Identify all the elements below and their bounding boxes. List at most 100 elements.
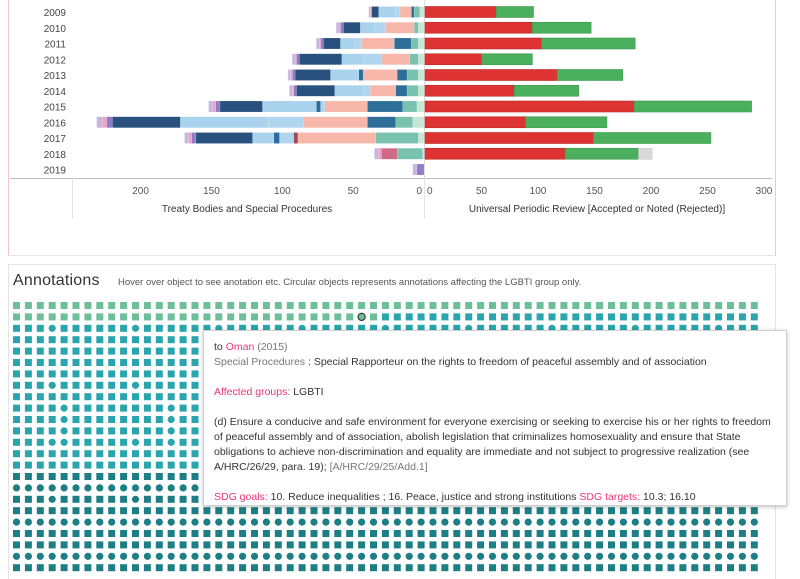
bar-segment-left[interactable] [358,69,364,81]
bar-segment-right[interactable] [424,100,635,113]
bar-segment-left[interactable] [208,100,214,113]
annotation-dot-square[interactable] [679,541,687,549]
annotation-dot-circle[interactable] [453,552,461,560]
annotation-dot-square[interactable] [489,302,496,309]
annotation-dot-square[interactable] [738,313,746,321]
annotation-dot-square[interactable] [179,427,187,435]
annotation-dot-square[interactable] [36,438,44,446]
annotation-dot-square[interactable] [251,564,258,572]
annotation-dot-square[interactable] [572,313,580,321]
annotation-dot-square[interactable] [239,313,247,321]
annotation-dot-square[interactable] [72,302,80,309]
annotation-dot-square[interactable] [227,541,235,549]
annotation-dot-circle[interactable] [108,484,116,492]
annotation-dot-square[interactable] [584,507,592,515]
annotation-dot-square[interactable] [155,359,163,366]
annotation-dot-square[interactable] [524,302,532,309]
annotation-dot-square[interactable] [346,507,354,515]
annotation-dot-square[interactable] [48,359,56,366]
annotation-dot-square[interactable] [120,313,128,321]
annotation-dot-square[interactable] [108,313,116,321]
bar-segment-left[interactable] [318,37,321,50]
bar-segment-left[interactable] [289,85,293,97]
annotation-dot-square[interactable] [60,302,68,309]
annotation-dot-square[interactable] [155,302,163,309]
annotation-dot-square[interactable] [191,564,199,572]
annotation-dot-circle[interactable] [286,518,294,526]
annotation-dot-square[interactable] [679,324,687,332]
bar-segment-left[interactable] [375,132,419,144]
bar-segment-left[interactable] [292,85,294,97]
annotation-dot-square[interactable] [417,507,425,515]
bar-segment-left[interactable] [381,148,398,160]
annotation-dot-circle[interactable] [358,518,366,526]
annotation-dot-square[interactable] [512,324,520,332]
annotation-dot-circle[interactable] [607,552,616,560]
annotation-dot-square[interactable] [750,324,758,332]
annotation-dot-square[interactable] [13,461,20,469]
annotation-dot-square[interactable] [155,461,163,469]
bar-segment-left[interactable] [362,53,382,65]
annotation-dot-circle[interactable] [667,518,675,526]
annotation-dot-circle[interactable] [560,552,568,560]
annotation-dot-square[interactable] [108,438,116,446]
bar-segment-right[interactable] [424,147,566,160]
annotation-dot-square[interactable] [179,461,187,469]
annotation-dot-square[interactable] [405,324,413,332]
annotation-dot-square[interactable] [667,541,675,549]
annotation-dot-square[interactable] [548,302,556,309]
annotation-dot-circle[interactable] [120,552,128,560]
bar-segment-left[interactable] [395,116,413,128]
annotation-dot-circle[interactable] [429,518,437,526]
annotation-dot-square[interactable] [679,530,687,537]
annotation-dot-square[interactable] [727,564,734,572]
annotation-dot-square[interactable] [608,313,615,321]
annotation-dot-square[interactable] [619,313,627,321]
bar-segment-left[interactable] [267,116,304,128]
annotation-dot-square[interactable] [441,313,449,321]
bar-segment-left[interactable] [369,6,372,18]
annotation-dot-square[interactable] [191,381,199,389]
bar-segment-left[interactable] [418,132,425,144]
annotation-dot-circle[interactable] [358,552,366,560]
annotation-dot-square[interactable] [429,324,437,332]
annotation-dot-circle[interactable] [381,518,389,526]
annotation-dot-circle[interactable] [48,518,56,526]
annotation-dot-circle[interactable] [108,518,116,526]
annotation-dot-square[interactable] [24,347,32,355]
annotation-dot-square[interactable] [358,507,366,515]
annotation-dot-square[interactable] [441,564,449,572]
annotation-dot-square[interactable] [441,507,449,515]
annotation-dot-square[interactable] [167,461,175,469]
annotation-dot-square[interactable] [405,564,413,572]
annotation-dot-square[interactable] [48,336,56,344]
bar-segment-left[interactable] [294,69,331,81]
annotation-dot-square[interactable] [191,530,199,537]
annotation-dot-circle[interactable] [84,518,92,526]
annotation-dot-circle[interactable] [298,518,306,526]
annotation-dot-square[interactable] [155,473,163,480]
annotation-dot-square[interactable] [536,541,544,549]
annotation-dot-square[interactable] [393,324,401,332]
annotation-dot-circle[interactable] [108,552,116,560]
annotation-dot-square[interactable] [322,541,330,549]
annotation-dot-square[interactable] [13,507,20,515]
annotation-dot-square[interactable] [84,370,92,378]
annotation-dot-circle[interactable] [715,552,723,560]
annotation-dot-square[interactable] [203,541,211,549]
annotation-dot-square[interactable] [417,324,425,332]
annotation-dot-square[interactable] [72,461,80,469]
annotation-dot-square[interactable] [108,359,116,366]
annotation-dot-square[interactable] [120,404,128,412]
annotation-dot-square[interactable] [179,393,187,401]
annotation-dot-circle[interactable] [334,518,342,526]
annotation-dot-square[interactable] [132,541,139,549]
annotation-dot-square[interactable] [215,302,223,309]
bar-segment-left[interactable] [296,85,335,97]
annotation-dot-square[interactable] [203,530,211,537]
annotation-dot-square[interactable] [477,541,485,549]
annotation-dot-square[interactable] [703,564,711,572]
annotation-dot-square[interactable] [560,564,568,572]
annotation-dot-square[interactable] [143,302,151,309]
annotation-dot-square[interactable] [477,530,485,537]
